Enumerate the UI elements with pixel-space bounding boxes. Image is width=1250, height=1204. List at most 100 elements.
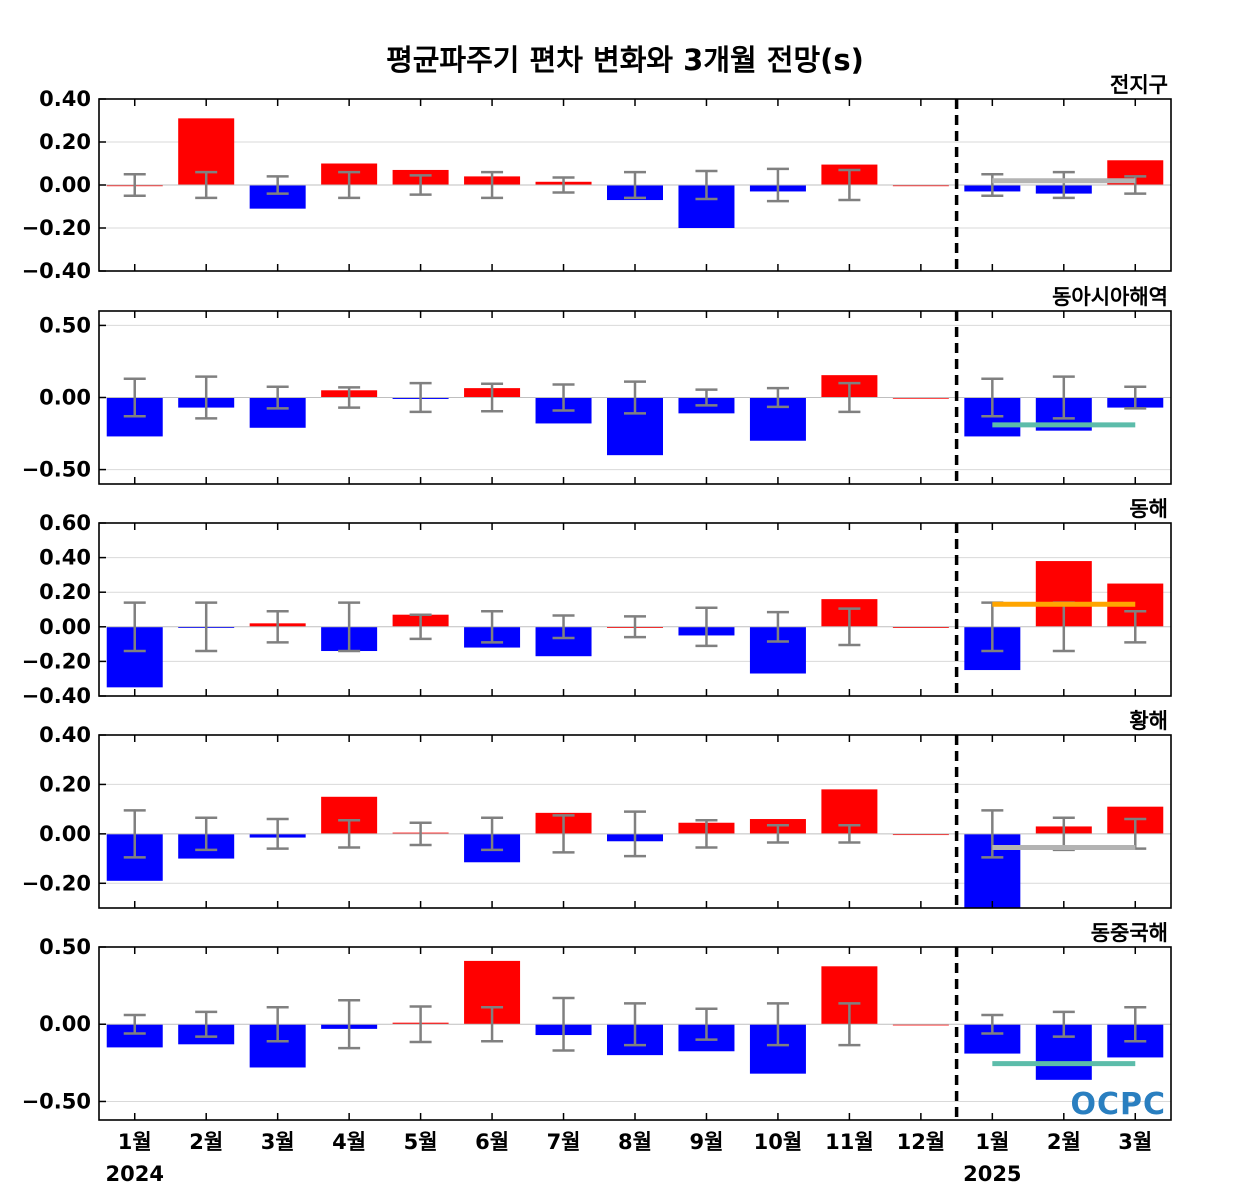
xtick-label-5: 5월 [404,1130,438,1154]
ytick-label: 0.50 [39,935,91,959]
xtick-label-7: 7월 [547,1130,581,1154]
ytick-label: 0.40 [39,546,91,570]
chart-title: 평균파주기 편차 변화와 3개월 전망(s) [386,43,864,77]
xtick-label-13: 1월 [975,1130,1009,1154]
errorbar-11 [838,168,861,202]
xtick-label-1: 1월 [118,1130,152,1154]
errorbar-13 [981,1013,1004,1035]
errorbar-2 [195,816,218,852]
errorbar-7 [552,383,575,412]
ytick-label: 0.50 [39,313,91,337]
errorbar-6 [481,382,504,413]
xtick-label-9: 9월 [689,1130,723,1154]
year-label: 2024 [106,1162,164,1186]
errorbar-4 [338,170,361,200]
errorbar-8 [624,170,646,200]
errorbar-8 [624,1002,646,1047]
errorbar-2 [195,375,218,420]
x-axis: 1월 2월 3월 4월 5월 6월 7월 8월 9월 10월 11월 12월 1월 2월 3월 2024 202… [106,1130,1153,1186]
ytick-label: −0.20 [22,871,91,895]
errorbar-1 [123,173,146,197]
errorbar-6 [481,609,504,644]
errorbar-14 [1052,1010,1075,1038]
bars [106,960,1164,1080]
errorbar-15 [1124,1005,1147,1043]
xtick-label-8: 8월 [618,1130,652,1154]
errorbar-3 [266,1005,289,1043]
panel-label: 동해 [1129,497,1168,521]
errorbar-11 [838,1002,861,1047]
errorbar-5 [409,1005,432,1044]
errorbar-5 [409,174,432,196]
errorbar-7 [552,176,575,194]
bar-12 [892,1024,949,1026]
errorbar-9 [695,819,718,849]
errorbar-5 [409,821,432,847]
errorbar-2 [195,1010,218,1038]
ytick-label: 0.00 [39,173,91,197]
errorbar-10 [766,167,789,203]
errorbar-3 [266,175,289,195]
errorbar-1 [123,809,146,859]
bar-3 [249,185,306,209]
year-label: 2025 [963,1162,1021,1186]
errorbar-10 [766,610,789,643]
errorbar-6 [481,1005,504,1043]
errorbar-1 [123,601,146,653]
bar-12 [892,833,949,836]
errorbar-2 [195,170,218,200]
ytick-label: 0.20 [39,580,91,604]
errorbar-11 [838,381,861,414]
errorbar-2 [195,601,218,653]
errorbar-10 [766,823,789,844]
errorbar-6 [481,816,504,852]
errorbar-1 [123,1013,146,1035]
errorbar-15 [1124,609,1147,644]
bar-12 [892,397,949,399]
ytick-label: 0.60 [39,511,91,535]
errorbar-3 [266,817,289,850]
panels: −0.40 −0.20 0.00 0.20 0.40 전지구 −0.50 0.00 0.50 동아… [22,73,1172,1121]
panel-label: 동중국해 [1091,921,1168,945]
ytick-label: 0.40 [39,723,91,747]
xtick-label-2: 2월 [189,1130,223,1154]
errorbar-8 [624,380,646,415]
panel-5: −0.50 0.00 0.50 동중국해 [22,921,1172,1121]
bar-12 [892,626,949,628]
errorbar-3 [266,609,289,644]
errorbar-5 [409,613,432,641]
errorbar-13 [981,377,1004,418]
xtick-label-3: 3월 [261,1130,295,1154]
ytick-label: −0.50 [22,1089,91,1113]
errorbar-8 [624,810,646,858]
panel-2: −0.50 0.00 0.50 동아시아해역 [22,285,1172,485]
errorbar-10 [766,386,789,409]
errorbar-4 [338,999,361,1050]
errorbar-9 [695,169,718,201]
errorbar-3 [266,385,289,410]
xtick-label-10: 10월 [754,1130,803,1154]
errorbar-15 [1124,385,1147,410]
ocpc-logo: OCPC [1070,1087,1166,1122]
ytick-label: −0.50 [22,458,91,482]
errorbar-6 [481,170,504,200]
ytick-label: −0.40 [22,684,91,708]
errorbar-5 [409,381,432,414]
errorbar-9 [695,606,718,648]
panel-4: −0.20 0.00 0.20 0.40 황해 [22,709,1172,909]
errorbar-9 [695,1007,718,1041]
panel-3: −0.40 −0.20 0.00 0.20 0.40 0.60 동해 [22,497,1172,708]
xtick-label-12: 12월 [897,1130,946,1154]
panel-1: −0.40 −0.20 0.00 0.20 0.40 전지구 [22,73,1172,283]
errorbar-4 [338,601,361,653]
errorbar-7 [552,814,575,854]
errorbar-4 [338,386,361,409]
errorbar-1 [123,377,146,418]
ytick-label: 0.00 [39,386,91,410]
errorbar-9 [695,388,718,407]
ytick-label: 0.00 [39,1012,91,1036]
ytick-label: 0.00 [39,615,91,639]
xtick-label-4: 4월 [332,1130,366,1154]
